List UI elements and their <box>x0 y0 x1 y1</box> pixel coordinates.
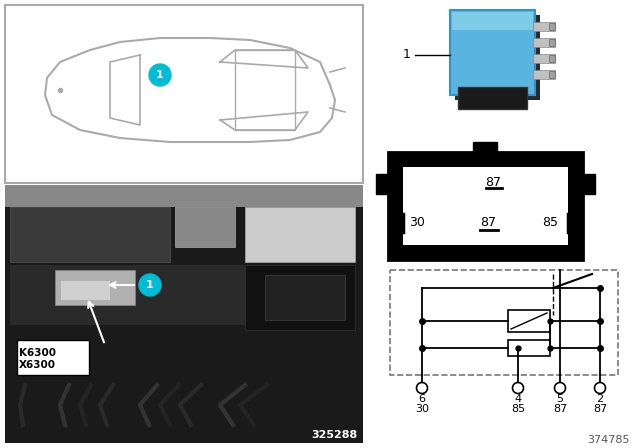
Text: 85: 85 <box>542 215 558 228</box>
Bar <box>376 174 390 194</box>
Circle shape <box>149 64 171 86</box>
Bar <box>60 280 110 300</box>
Circle shape <box>554 383 566 393</box>
Text: 2: 2 <box>596 394 604 404</box>
Bar <box>533 38 555 47</box>
Circle shape <box>417 383 428 393</box>
Bar <box>5 5 363 183</box>
Bar <box>388 152 583 260</box>
Text: 30: 30 <box>415 404 429 414</box>
Bar <box>458 87 527 109</box>
Text: 4: 4 <box>515 394 522 404</box>
Text: 87: 87 <box>553 404 567 414</box>
Text: 87: 87 <box>485 176 501 189</box>
Text: 6: 6 <box>419 394 426 404</box>
Bar <box>175 207 235 247</box>
Bar <box>17 340 89 375</box>
Text: 1: 1 <box>156 70 164 80</box>
Bar <box>549 23 555 30</box>
Circle shape <box>139 274 161 296</box>
Bar <box>549 55 555 62</box>
Bar <box>10 330 350 430</box>
Text: K6300: K6300 <box>19 348 56 358</box>
Bar <box>533 22 555 31</box>
Bar <box>549 39 555 46</box>
Bar <box>245 207 355 262</box>
Bar <box>10 207 170 262</box>
Text: 5: 5 <box>557 394 563 404</box>
Bar <box>581 174 595 194</box>
Bar <box>390 270 618 375</box>
Text: 1: 1 <box>403 48 411 61</box>
Text: 1: 1 <box>146 280 154 290</box>
Bar <box>265 275 345 320</box>
Text: X6300: X6300 <box>19 360 56 370</box>
Bar <box>10 265 350 325</box>
Bar <box>508 310 550 332</box>
Bar <box>5 185 363 207</box>
Bar <box>508 340 550 356</box>
Text: 85: 85 <box>511 404 525 414</box>
Text: 87: 87 <box>480 215 496 228</box>
Bar <box>403 167 568 245</box>
Text: 325288: 325288 <box>312 430 358 440</box>
Bar <box>549 71 555 78</box>
Text: 374785: 374785 <box>588 435 630 445</box>
Bar <box>450 10 535 95</box>
Circle shape <box>595 383 605 393</box>
Text: 87: 87 <box>593 404 607 414</box>
Bar <box>533 70 555 79</box>
Bar <box>452 12 533 30</box>
Bar <box>55 270 135 305</box>
Circle shape <box>513 383 524 393</box>
Text: 30: 30 <box>409 215 425 228</box>
Bar <box>455 15 540 100</box>
Bar <box>245 265 355 330</box>
Bar <box>533 54 555 63</box>
Bar <box>473 142 497 154</box>
Bar <box>5 185 363 443</box>
